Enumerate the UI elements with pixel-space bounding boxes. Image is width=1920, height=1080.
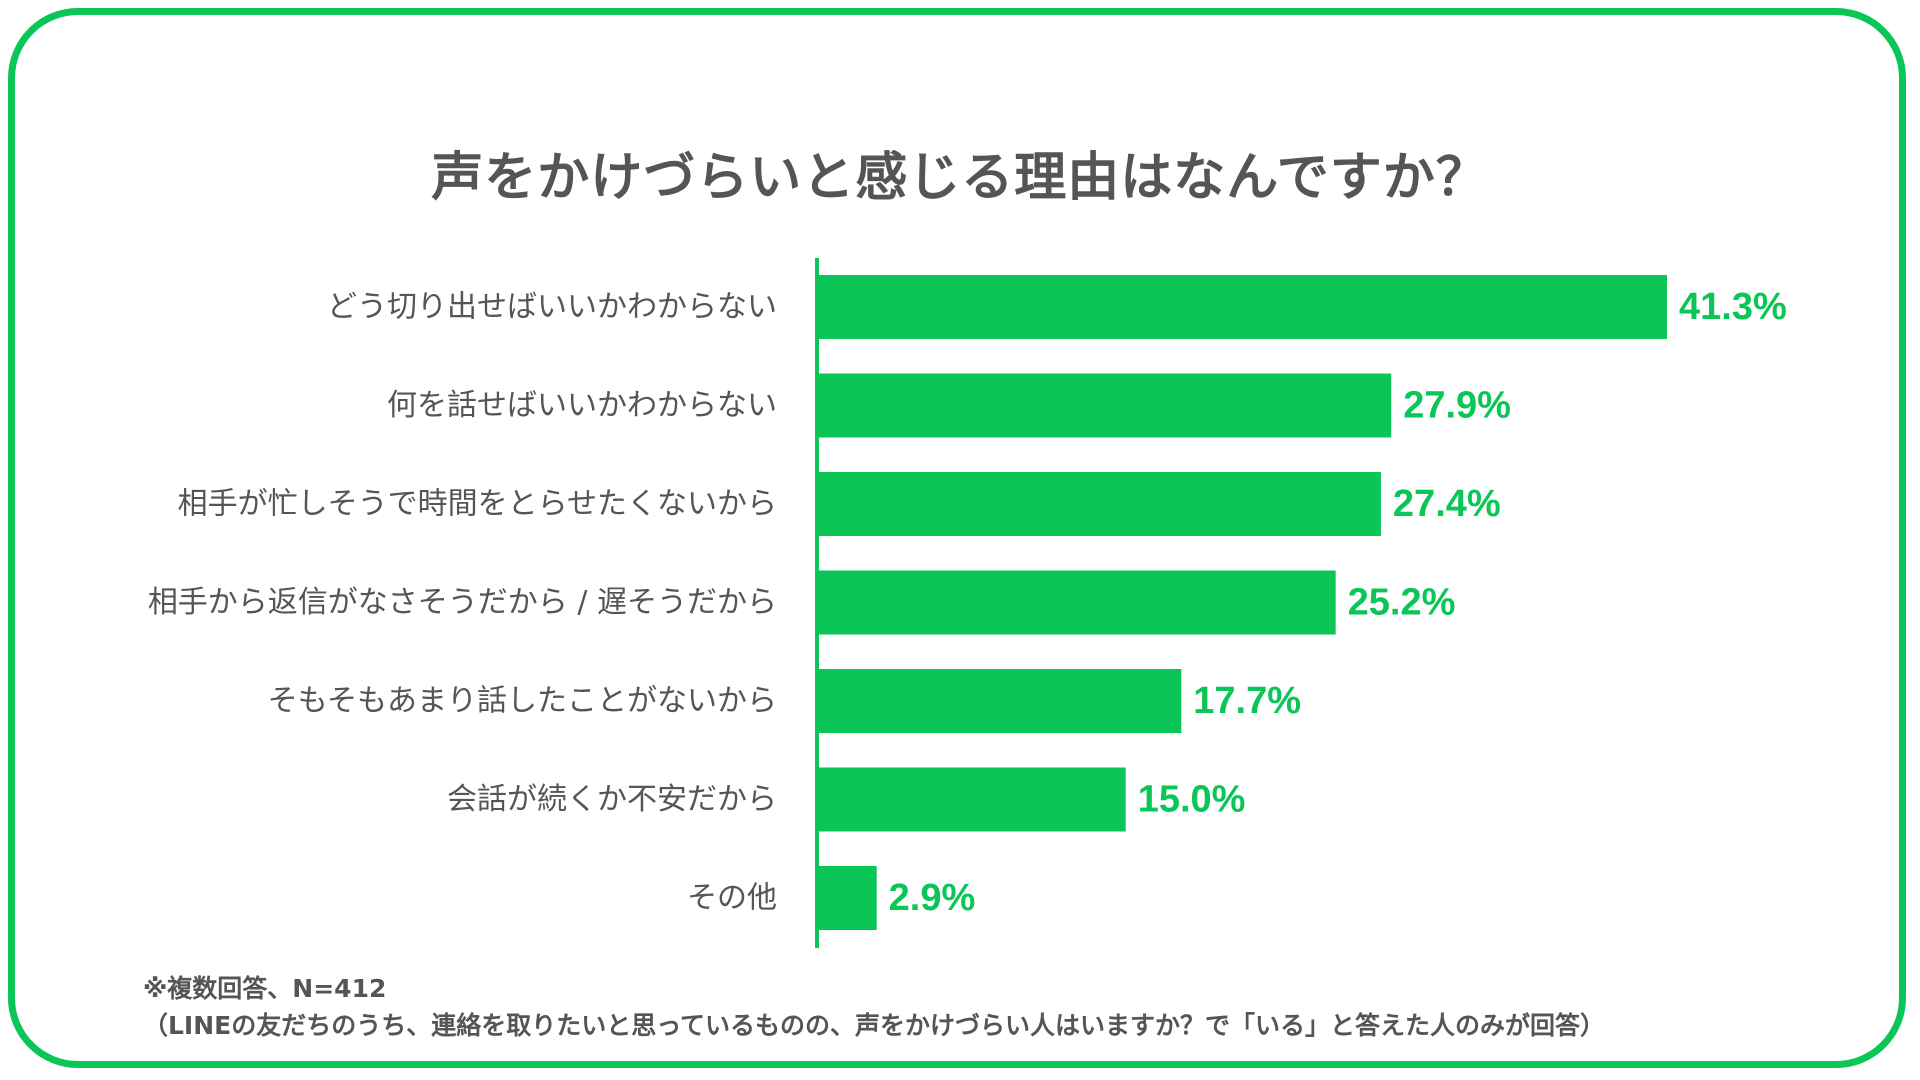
value-label: 17.7% bbox=[1193, 680, 1301, 722]
category-label: その他 bbox=[687, 881, 777, 916]
bar bbox=[817, 767, 1126, 832]
category-label: 相手から返信がなさそうだから / 遅そうだから bbox=[148, 585, 777, 620]
bar bbox=[817, 373, 1392, 438]
value-label: 25.2% bbox=[1348, 582, 1456, 624]
category-label: そもそもあまり話したことがないから bbox=[268, 684, 777, 719]
value-label: 2.9% bbox=[889, 877, 976, 919]
bar bbox=[817, 866, 877, 930]
category-label: どう切り出せばいいかわからない bbox=[327, 290, 777, 325]
bar bbox=[817, 472, 1381, 536]
bar bbox=[817, 570, 1336, 635]
value-label: 41.3% bbox=[1679, 286, 1787, 328]
bars-layer: どう切り出せばいいかわからない 41.3% 何を話せばいいかわからない 27.9% 相手… bbox=[148, 275, 1787, 930]
bar bbox=[817, 275, 1667, 339]
footnotes: ※複数回答、N=412 （LINEの友だちのうち、連絡を取りたいと思っているもの… bbox=[143, 970, 1605, 1044]
footnote-sample: ※複数回答、N=412 bbox=[143, 974, 387, 1003]
category-label: 相手が忙しそうで時間をとらせたくないから bbox=[178, 487, 777, 522]
footnote-condition: （LINEの友だちのうち、連絡を取りたいと思っているものの、声をかけづらい人はい… bbox=[143, 1011, 1605, 1040]
category-label: 会話が続くか不安だから bbox=[447, 782, 777, 817]
bar bbox=[817, 669, 1182, 733]
category-label: 何を話せばいいかわからない bbox=[387, 388, 777, 423]
chart-title: 声をかけづらいと感じる理由はなんですか？ bbox=[431, 148, 1489, 208]
value-label: 27.9% bbox=[1403, 385, 1511, 427]
value-label: 15.0% bbox=[1138, 779, 1246, 821]
value-label: 27.4% bbox=[1393, 483, 1501, 525]
chart-frame bbox=[8, 8, 1906, 1068]
